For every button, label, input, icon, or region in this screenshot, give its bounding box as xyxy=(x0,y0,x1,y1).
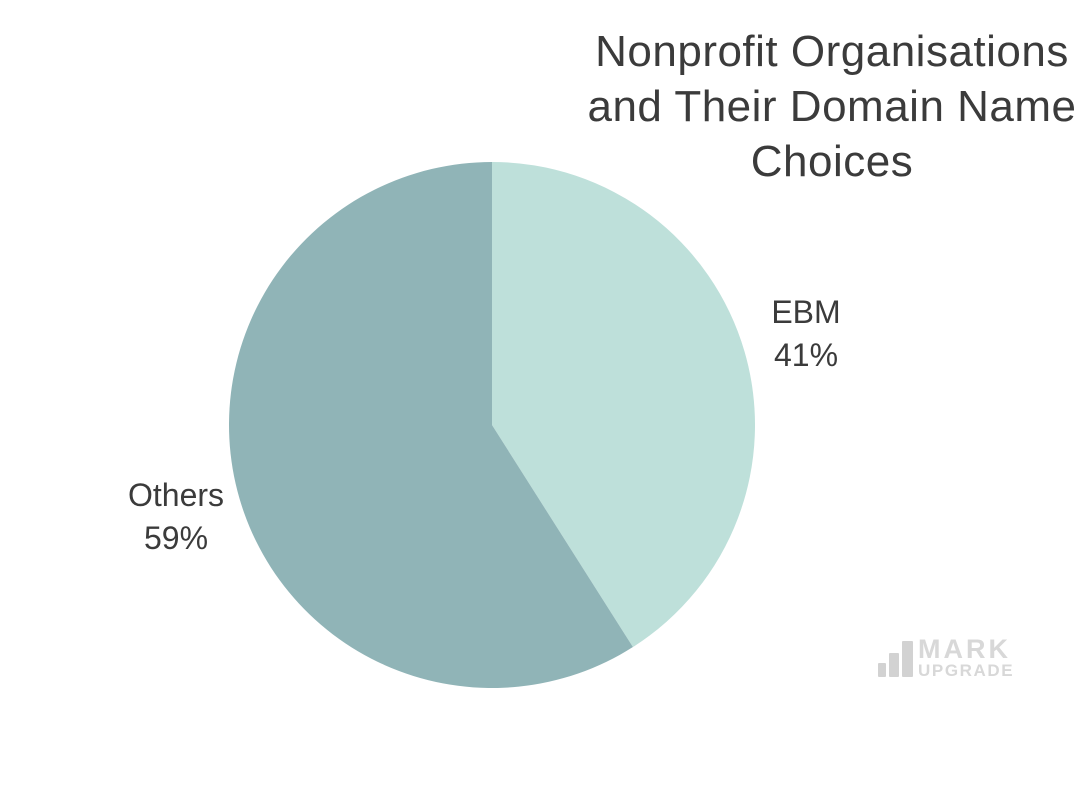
pie-slice-others xyxy=(229,162,633,688)
chart-title: Nonprofit Organisations and Their Domain… xyxy=(572,24,1080,189)
watermark-text: MARK UPGRADE xyxy=(918,634,1015,680)
chart-title-line-2: and Their Domain Name xyxy=(587,82,1077,131)
bar-large xyxy=(902,641,913,677)
slice-name: Others xyxy=(127,477,225,513)
chart-title-line-3: Choices xyxy=(750,137,914,186)
pie-chart xyxy=(229,162,755,688)
brand-watermark: MARK UPGRADE xyxy=(878,634,1015,680)
pie-slice-ebm xyxy=(492,162,755,648)
bar-chart-icon xyxy=(878,641,913,678)
watermark-secondary-text: UPGRADE xyxy=(918,661,1015,680)
chart-title-line-1: Nonprofit Organisations xyxy=(595,27,1069,76)
slice-label-others: Others 59% xyxy=(116,474,236,560)
slice-name: EBM xyxy=(771,294,841,330)
bar-small xyxy=(878,663,886,677)
slice-label-ebm: EBM 41% xyxy=(751,291,861,377)
watermark-primary-text: MARK xyxy=(918,634,1011,664)
slice-value: 59% xyxy=(143,520,209,556)
bar-medium xyxy=(889,653,899,677)
slice-value: 41% xyxy=(773,337,839,373)
